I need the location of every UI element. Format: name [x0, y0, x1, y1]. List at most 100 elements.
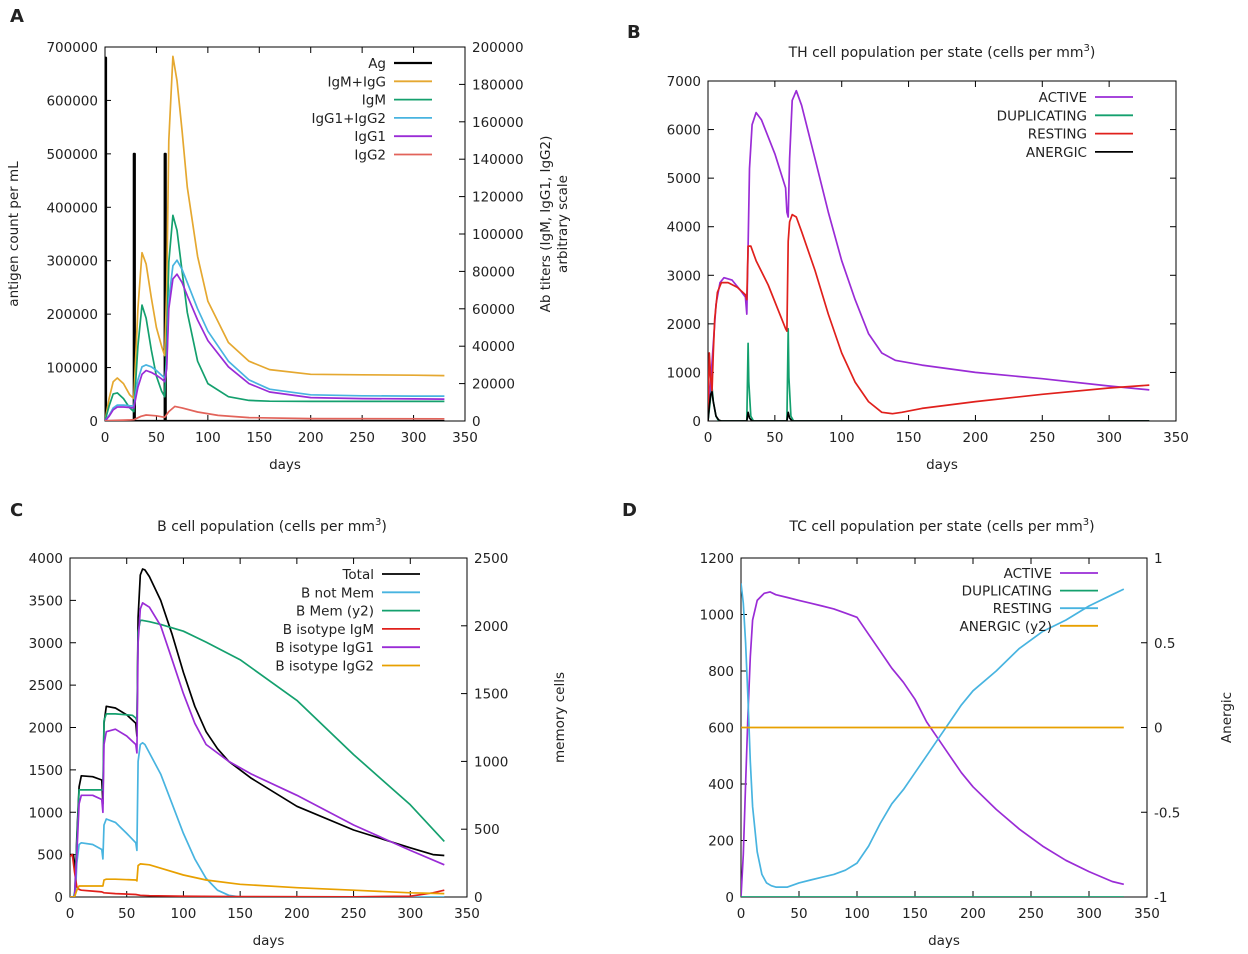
- y2-axis-label-line: Ab titers (IgM, IgG1, IgG2): [538, 136, 554, 313]
- x-tick-label: 300: [1096, 430, 1122, 446]
- x-tick-label: 0: [737, 906, 746, 922]
- series-line-b-not-mem: [70, 741, 445, 897]
- legend-label: B Mem (y2): [296, 604, 374, 620]
- series-group: [70, 568, 445, 897]
- legend-label: DUPLICATING: [962, 584, 1052, 600]
- y-tick-label: 300000: [46, 254, 98, 270]
- series-line-b-isotype-igg1: [70, 602, 445, 897]
- y-tick-label: 4000: [667, 220, 701, 236]
- title-end: ): [381, 519, 386, 535]
- y-tick-label: 3000: [29, 636, 63, 652]
- y2-tick-label: 200000: [472, 40, 524, 56]
- y-tick-label: 0: [725, 890, 734, 906]
- x-tick-label: 200: [963, 430, 989, 446]
- x-axis-label: days: [269, 457, 301, 473]
- series-line-igm-igg: [105, 55, 445, 421]
- x-tick-label: 100: [844, 906, 870, 922]
- y-tick-label: 1000: [29, 805, 63, 821]
- x-tick-label: 150: [227, 906, 253, 922]
- y-tick-label: 2000: [29, 721, 63, 737]
- y2-tick-label: 0: [474, 890, 483, 906]
- legend-label: IgG2: [354, 148, 386, 164]
- series-line-igg1: [105, 273, 445, 421]
- x-axis-label: days: [926, 457, 958, 473]
- legend-label: B isotype IgG2: [275, 659, 374, 675]
- x-tick-label: 300: [397, 906, 423, 922]
- x-tick-label: 0: [66, 906, 75, 922]
- title-end: ): [1090, 45, 1095, 61]
- panel-c: C B cell population (cells per mm3) 0 50 100…: [10, 500, 568, 949]
- chart-title: B cell population (cells per mm3): [157, 517, 387, 535]
- y2-tick-label: 2500: [474, 551, 508, 567]
- title-text: TC cell population per state (cells per …: [788, 519, 1082, 535]
- y-tick-label: 700000: [46, 40, 98, 56]
- series-line-b-isotype-igm: [70, 853, 445, 897]
- series-line-resting: [741, 583, 1125, 888]
- y-tick-label: 200000: [46, 307, 98, 323]
- x-tick-label: 50: [790, 906, 807, 922]
- y2-tick-label: 40000: [472, 339, 515, 355]
- y-tick-label: 3500: [29, 593, 63, 609]
- x-axis-label: days: [928, 933, 960, 949]
- y2-tick-label: 180000: [472, 77, 524, 93]
- x-tick-label: 150: [246, 430, 272, 446]
- series-group: [708, 89, 1150, 421]
- y-tick-label: 1000: [667, 365, 701, 381]
- y-tick-label: 2500: [29, 678, 63, 694]
- panel-letter-a: A: [10, 6, 24, 27]
- y2-tick-label: 120000: [472, 190, 524, 206]
- y2-tick-label: 1: [1154, 551, 1163, 567]
- y2-tick-label: 0: [1154, 721, 1163, 737]
- y2-tick-label: -0.5: [1154, 805, 1180, 821]
- y2-tick-label: 1000: [474, 754, 508, 770]
- y-tick-label: 600: [708, 721, 734, 737]
- y2-axis-label-line: arbitrary scale: [555, 175, 571, 273]
- x-tick-label: 300: [401, 430, 427, 446]
- x-tick-label: 0: [101, 430, 110, 446]
- x-tick-label: 250: [341, 906, 367, 922]
- y2-tick-label: 60000: [472, 302, 515, 318]
- y-tick-label: 5000: [667, 171, 701, 187]
- x-tick-label: 0: [704, 430, 713, 446]
- title-end: ): [1089, 519, 1094, 535]
- legend-label: ACTIVE: [1039, 90, 1087, 106]
- y2-tick-label: 100000: [472, 227, 524, 243]
- y2-tick-label: 80000: [472, 264, 515, 280]
- y-tick-label: 4000: [29, 551, 63, 567]
- legend-label: ACTIVE: [1004, 566, 1052, 582]
- series-line-igg2: [105, 405, 445, 421]
- chart-title: TC cell population per state (cells per …: [788, 517, 1094, 535]
- x-tick-label: 50: [118, 906, 135, 922]
- y-tick-label: 500: [37, 848, 63, 864]
- series-line-ag: [105, 56, 445, 421]
- y2-tick-label: 20000: [472, 377, 515, 393]
- y-axis-label: antigen count per mL: [6, 161, 22, 307]
- x-tick-label: 100: [171, 906, 197, 922]
- series-group: [741, 583, 1125, 897]
- legend-label: Ag: [368, 56, 386, 72]
- y2-tick-label: 160000: [472, 115, 524, 131]
- y-tick-label: 400000: [46, 200, 98, 216]
- legend-label: B isotype IgG1: [275, 640, 374, 656]
- panel-b: B TH cell population per state (cells per…: [627, 22, 1189, 473]
- y-tick-label: 1500: [29, 763, 63, 779]
- x-tick-label: 250: [349, 430, 375, 446]
- plot-frame: [707, 80, 1177, 422]
- legend-label: DUPLICATING: [997, 108, 1087, 124]
- x-tick-label: 250: [1018, 906, 1044, 922]
- panel-letter-b: B: [627, 22, 641, 43]
- x-tick-label: 50: [148, 430, 165, 446]
- series-line-igg1-igg2: [105, 259, 445, 421]
- y-tick-label: 7000: [667, 74, 701, 90]
- legend-label: RESTING: [993, 601, 1052, 617]
- y2-tick-label: 140000: [472, 152, 524, 168]
- title-text: B cell population (cells per mm: [157, 519, 375, 535]
- legend-label: B isotype IgM: [283, 622, 374, 638]
- y-tick-label: 2000: [667, 317, 701, 333]
- x-tick-label: 350: [454, 906, 480, 922]
- x-tick-label: 300: [1076, 906, 1102, 922]
- x-tick-label: 200: [298, 430, 324, 446]
- x-tick-label: 50: [766, 430, 783, 446]
- y-tick-label: 400: [708, 777, 734, 793]
